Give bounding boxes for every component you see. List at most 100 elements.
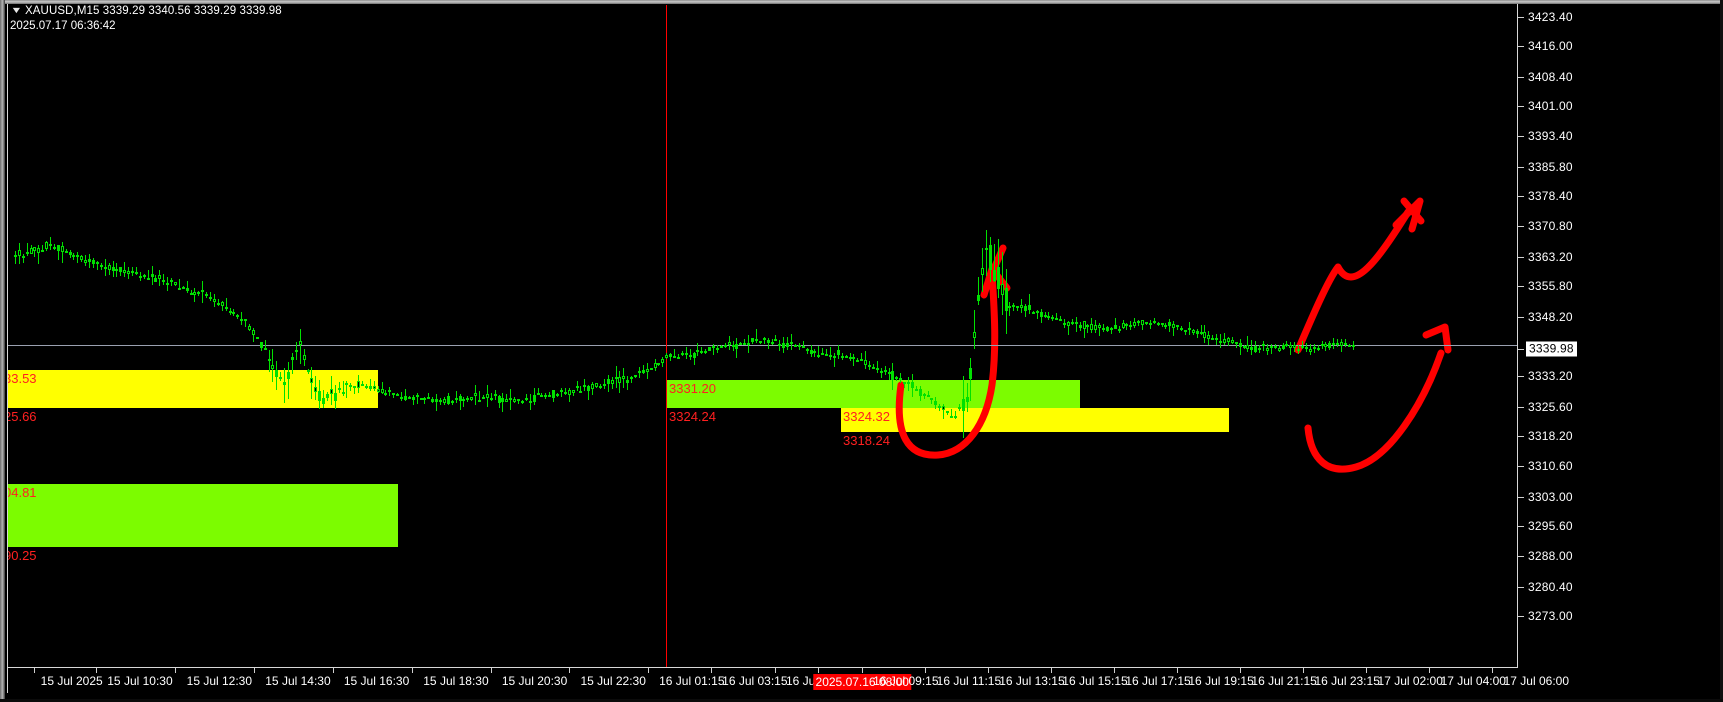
- candle-body: [61, 245, 64, 253]
- time-axis-label: 15 Jul 20:30: [501, 674, 568, 688]
- candle-body: [455, 398, 458, 401]
- candle-body: [1328, 342, 1331, 348]
- candle-wick: [694, 352, 695, 365]
- price-axis-label: 3378.40: [1528, 189, 1573, 204]
- candle-wick: [881, 367, 882, 378]
- candle-body: [1098, 324, 1101, 329]
- left-yellow-zone-top-label: 33.53: [8, 371, 37, 386]
- candle-body: [1231, 340, 1234, 344]
- left-green-zone[interactable]: [8, 484, 398, 547]
- candle-body: [236, 314, 239, 317]
- price-axis-label: 3310.60: [1528, 459, 1573, 474]
- candle-body: [260, 342, 263, 349]
- candle-body: [427, 396, 430, 399]
- candle-body: [1258, 348, 1261, 351]
- candle-body: [708, 347, 711, 351]
- candle-wick: [42, 245, 43, 252]
- candle-body: [1324, 344, 1327, 348]
- candle-body: [618, 377, 621, 383]
- candle-body: [806, 348, 809, 351]
- candle-body: [634, 375, 637, 378]
- candle-body: [459, 396, 462, 402]
- candle-body: [661, 359, 664, 364]
- candle-body: [1032, 312, 1035, 315]
- candle-wick: [951, 409, 952, 418]
- time-axis-tick: [1114, 668, 1116, 673]
- candle-body: [295, 349, 298, 353]
- candle-wick: [54, 244, 55, 250]
- candle-body: [287, 372, 290, 379]
- candle-body: [903, 382, 906, 385]
- candle-body: [685, 352, 688, 355]
- candle-body: [275, 369, 278, 378]
- mid-yellow-zone[interactable]: [841, 407, 1229, 432]
- price-axis-label: 3355.80: [1528, 279, 1573, 294]
- candle-body: [1305, 347, 1308, 350]
- candle-wick: [1142, 320, 1143, 330]
- candle-wick: [288, 361, 289, 399]
- candle-body: [958, 406, 961, 409]
- window-frame-bottom: [0, 699, 1723, 702]
- candle-body: [330, 389, 333, 395]
- candle-wick: [1216, 334, 1217, 346]
- candle-wick: [1045, 311, 1046, 318]
- price-axis[interactable]: 3423.40 3416.00 3408.40 3401.00 3393.40 3385.…: [1518, 4, 1720, 693]
- candle-body: [131, 270, 134, 273]
- arrow-up-right-head: [1392, 197, 1424, 233]
- time-axis[interactable]: 15 Jul 2025 15 Jul 10:30 15 Jul 12:30 15 Ju…: [8, 668, 1569, 699]
- candle-body: [1196, 331, 1199, 334]
- candle-wick: [573, 389, 574, 396]
- candle-body: [408, 396, 411, 399]
- candle-wick: [245, 318, 246, 328]
- candle-body: [470, 397, 473, 400]
- candle-body: [782, 342, 785, 348]
- candle-body: [872, 366, 875, 369]
- mid-green-zone[interactable]: [667, 380, 1080, 408]
- candle-body: [447, 396, 450, 405]
- candle-body: [732, 345, 735, 348]
- candle-body: [802, 345, 805, 348]
- candle-wick: [456, 390, 457, 404]
- time-axis-tick: [411, 668, 413, 673]
- candle-body: [291, 356, 294, 360]
- candle-body: [178, 287, 181, 290]
- candle-body: [345, 382, 348, 385]
- candle-body: [615, 376, 618, 380]
- candle-wick: [814, 349, 815, 357]
- candle-wick: [643, 364, 644, 375]
- candle-body: [833, 356, 836, 359]
- candle-body: [860, 359, 863, 362]
- candle-body: [72, 254, 75, 257]
- candle-body: [41, 249, 44, 252]
- candle-wick: [928, 391, 929, 398]
- candle-wick: [1126, 322, 1127, 331]
- candle-wick: [226, 298, 227, 312]
- price-axis-label: 3416.00: [1528, 39, 1573, 54]
- candle-body: [1047, 315, 1050, 318]
- candle-body: [221, 301, 224, 307]
- mid-yellow-zone-bottom-label: 3318.24: [843, 432, 890, 448]
- time-axis-tick: [1366, 668, 1368, 673]
- candle-body: [724, 345, 727, 348]
- candle-wick: [506, 394, 507, 403]
- candle-body: [76, 255, 79, 258]
- price-axis-tick: [1518, 46, 1524, 48]
- candle-body: [115, 268, 118, 271]
- candle-body: [365, 385, 368, 388]
- candle-body: [33, 246, 36, 251]
- current-price-label: 3339.98: [1526, 341, 1577, 357]
- candle-wick: [807, 347, 808, 354]
- time-axis-label: 16 Jul 19:15: [1188, 674, 1254, 688]
- symbol-dropdown-icon[interactable]: ▼: [10, 5, 23, 15]
- candle-body: [158, 275, 161, 279]
- symbol-info-header: ▼ XAUUSD,M15 3339.29 3340.56 3339.29 3339…: [10, 5, 282, 17]
- time-axis-label: 15 Jul 2025: [40, 674, 103, 688]
- candle-body: [591, 383, 594, 389]
- candle-wick: [502, 392, 503, 413]
- time-axis-tick: [33, 668, 35, 673]
- candle-body: [969, 368, 972, 380]
- candle-body: [174, 281, 177, 285]
- chart-plot-area[interactable]: 33.53 25.66 04.81 90.25 3331.20 3324.24 3324.3…: [8, 5, 1517, 667]
- price-axis-tick: [1518, 17, 1524, 18]
- candle-body: [517, 399, 520, 402]
